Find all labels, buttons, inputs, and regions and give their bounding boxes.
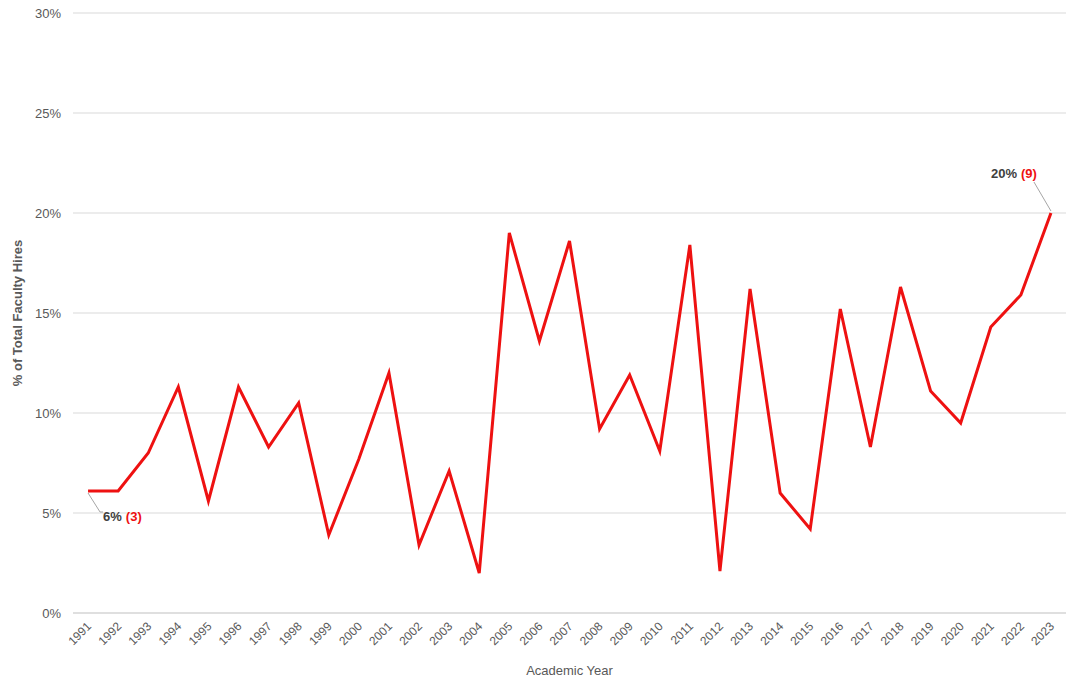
x-tick-label: 1995	[186, 619, 215, 648]
x-tick-label: 2017	[848, 619, 877, 648]
annotation-label: 20%	[991, 166, 1017, 181]
x-tick-label: 2018	[878, 619, 907, 648]
x-tick-label: 2015	[788, 619, 817, 648]
annotation-count: (3)	[126, 509, 142, 524]
x-tick-label: 2001	[366, 619, 395, 648]
annotation-count: (9)	[1021, 166, 1037, 181]
x-tick-label: 2003	[426, 619, 455, 648]
grid-line	[73, 413, 1066, 414]
grid-line	[73, 513, 1066, 514]
grid-line	[73, 213, 1066, 214]
x-tick-label: 2020	[938, 619, 967, 648]
y-tick-label: 0%	[42, 606, 61, 621]
y-tick-label: 15%	[35, 306, 61, 321]
x-tick-label: 2002	[396, 619, 425, 648]
plot-area	[88, 213, 1051, 573]
x-axis-title: Academic Year	[526, 663, 613, 678]
x-tick-label: 2023	[1028, 619, 1057, 648]
x-tick-label: 2013	[727, 619, 756, 648]
x-tick-label: 2006	[517, 619, 546, 648]
x-tick-label: 2007	[547, 619, 576, 648]
x-tick-label: 2012	[697, 619, 726, 648]
grid-line	[73, 313, 1066, 314]
y-tick-label: 20%	[35, 206, 61, 221]
grid-line	[73, 613, 1066, 614]
x-tick-label: 1992	[95, 619, 124, 648]
x-tick-label: 2004	[457, 619, 486, 648]
x-tick-label: 1994	[156, 619, 185, 648]
x-tick-label: 2011	[668, 619, 696, 647]
y-tick-label: 5%	[42, 506, 61, 521]
data-line	[88, 213, 1051, 573]
grid-line	[73, 13, 1066, 14]
x-tick-label: 1999	[306, 619, 335, 648]
x-tick-label: 2021	[968, 619, 997, 648]
chart: 0%5%10%15%20%25%30%199119921993199419951…	[0, 0, 1084, 698]
x-tick-label: 1998	[276, 619, 305, 648]
annotation-label: 6%	[103, 509, 122, 524]
x-tick-label: 2022	[998, 619, 1027, 648]
x-tick-label: 2005	[487, 619, 516, 648]
y-tick-label: 25%	[35, 106, 61, 121]
x-tick-label: 2016	[818, 619, 847, 648]
annotation: 20% (9)	[991, 166, 1037, 181]
x-tick-label: 2000	[336, 619, 365, 648]
x-tick-label: 1996	[216, 619, 245, 648]
x-tick-label: 1991	[65, 619, 94, 648]
grid-line	[73, 113, 1066, 114]
x-tick-label: 2008	[577, 619, 606, 648]
x-tick-label: 2009	[607, 619, 636, 648]
y-tick-label: 10%	[35, 406, 61, 421]
x-tick-label: 2014	[757, 619, 786, 648]
annotation: 6% (3)	[103, 509, 142, 524]
x-tick-label: 2010	[637, 619, 666, 648]
x-tick-label: 1993	[126, 619, 155, 648]
y-axis-title: % of Total Faculty Hires	[10, 240, 25, 386]
x-tick-label: 1997	[246, 619, 275, 648]
x-tick-label: 2019	[908, 619, 937, 648]
annotation-leader	[1034, 182, 1051, 211]
y-tick-label: 30%	[35, 6, 61, 21]
annotation-leader	[88, 493, 103, 512]
